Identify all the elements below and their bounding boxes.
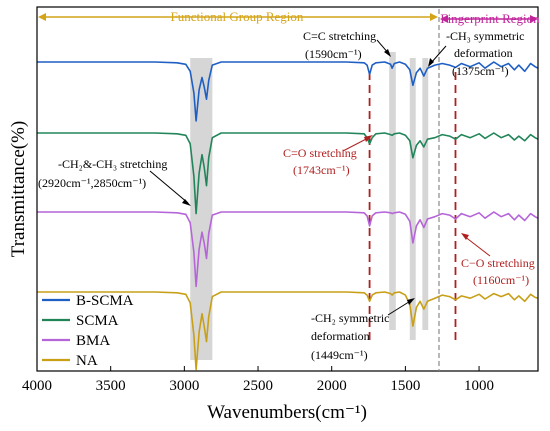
y-axis-title: Transmittance(%) (8, 121, 29, 258)
annotation-cc-value: (1590cm⁻¹) (305, 47, 362, 61)
fingerprint-region-arrowhead-right (530, 15, 538, 23)
annotation-c-o-title: C−O stretching (461, 256, 535, 270)
annotation-c-o-arrowhead (461, 233, 469, 240)
functional-region-arrowhead-right (430, 13, 438, 21)
annotation-chx-arrow (149, 170, 189, 204)
legend-label: SCMA (76, 313, 119, 329)
region-indicators: Functional Group Region Fingerprint Regi… (38, 9, 540, 371)
legend-label: NA (76, 353, 98, 369)
x-tick-label: 2500 (243, 378, 273, 394)
series-line-b-scma (37, 61, 539, 122)
annotation-ch3-title: -CH₃ symmetric (446, 29, 525, 43)
functional-region-label: Functional Group Region (171, 9, 304, 24)
x-tick-label: 2000 (317, 378, 347, 394)
annotation-chx-title: -CH₂&-CH₃ stretching (58, 157, 167, 171)
annotation-c-o-arrow (463, 235, 491, 257)
annotation-co-title: C=O stretching (283, 146, 357, 160)
axes (36, 6, 539, 372)
annotation-chx-arrowhead (182, 199, 191, 206)
annotation-ch2-value: (1449cm⁻¹) (311, 348, 368, 362)
annotation-co-value: (1743cm⁻¹) (293, 163, 350, 177)
absorption-band (409, 58, 416, 340)
absorption-bands (190, 52, 429, 360)
annotation-ch3-sub: deformation (454, 46, 513, 60)
annotation-ch3-value: (1375cm⁻¹) (452, 64, 509, 78)
x-tick-label: 1000 (464, 378, 494, 394)
x-tick-label: 1500 (390, 378, 420, 394)
annotation-ch2-sub: deformation (311, 329, 370, 343)
annotation-ch2-arrowhead (407, 298, 415, 305)
x-tick-label: 4000 (22, 378, 52, 394)
annotations: C=C stretching (1590cm⁻¹) -CH₃ symmetric… (38, 29, 535, 362)
plot-frame (36, 6, 539, 372)
annotation-cc-title: C=C stretching (303, 29, 376, 43)
x-ticks: 4000 3500 3000 2500 2000 1500 1000 (22, 366, 494, 394)
x-tick-label: 3500 (96, 378, 126, 394)
series-line-na (37, 291, 539, 371)
x-tick-label: 3000 (169, 378, 199, 394)
series-line-bma (37, 211, 539, 288)
legend-label: B-SCMA (76, 293, 134, 309)
annotation-cc-arrowhead (384, 49, 391, 57)
fingerprint-region-label: Fingerprint Region (440, 11, 540, 26)
series-line-scma (37, 132, 539, 215)
series-group (37, 61, 539, 371)
fingerprint-region-arrowhead-left (440, 15, 448, 23)
legend-label: BMA (76, 333, 110, 349)
x-axis-title: Wavenumbers(cm⁻¹) (207, 402, 367, 423)
legend: B-SCMA SCMA BMA NA (42, 293, 134, 369)
functional-region-arrowhead-left (38, 13, 46, 21)
annotation-ch2-title: -CH₂ symmetric (311, 311, 390, 325)
marker-lines (368, 72, 457, 340)
absorption-band (389, 52, 396, 330)
annotation-ch3-arrow (430, 45, 447, 64)
absorption-band (422, 58, 429, 330)
annotation-co-arrowhead (364, 135, 373, 142)
annotation-ch3-arrowhead (428, 58, 434, 67)
annotation-chx-value: (2920cm⁻¹,2850cm⁻¹) (38, 176, 146, 190)
annotation-c-o-value: (1160cm⁻¹) (473, 273, 529, 287)
